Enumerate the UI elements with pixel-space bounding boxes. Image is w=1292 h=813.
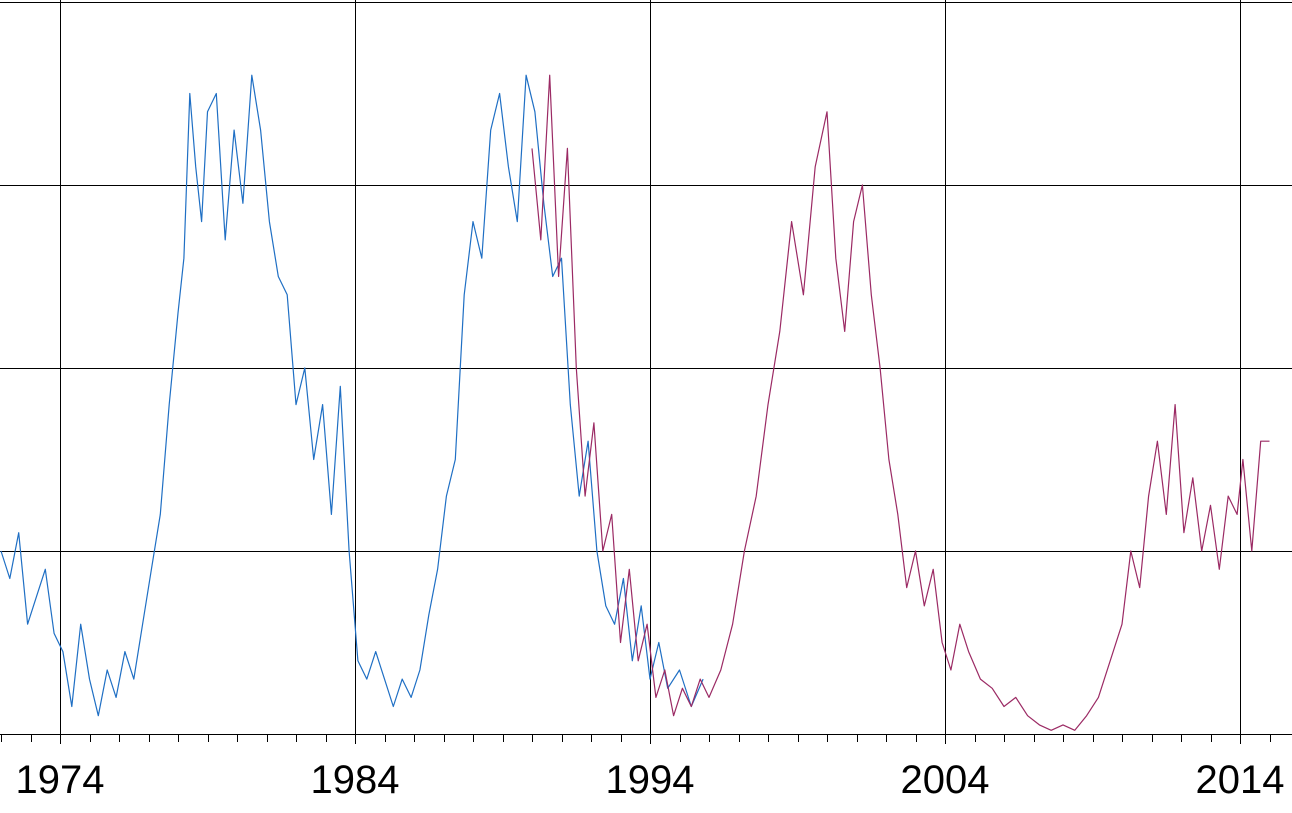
x-tick-label-1984: 1984	[311, 758, 400, 802]
grid-lines	[0, 0, 1292, 734]
x-axis-tick-labels: 1974 1984 1994 2004 2014	[16, 758, 1285, 802]
series-line-1	[0, 74, 704, 717]
x-tick-label-2004: 2004	[901, 758, 990, 802]
series-lines	[0, 74, 1270, 731]
series-line-2	[531, 74, 1270, 731]
x-tick-label-1994: 1994	[606, 758, 695, 802]
x-tick-label-2014: 2014	[1196, 758, 1285, 802]
x-axis-ticks	[1, 734, 1271, 744]
x-tick-label-1974: 1974	[16, 758, 105, 802]
